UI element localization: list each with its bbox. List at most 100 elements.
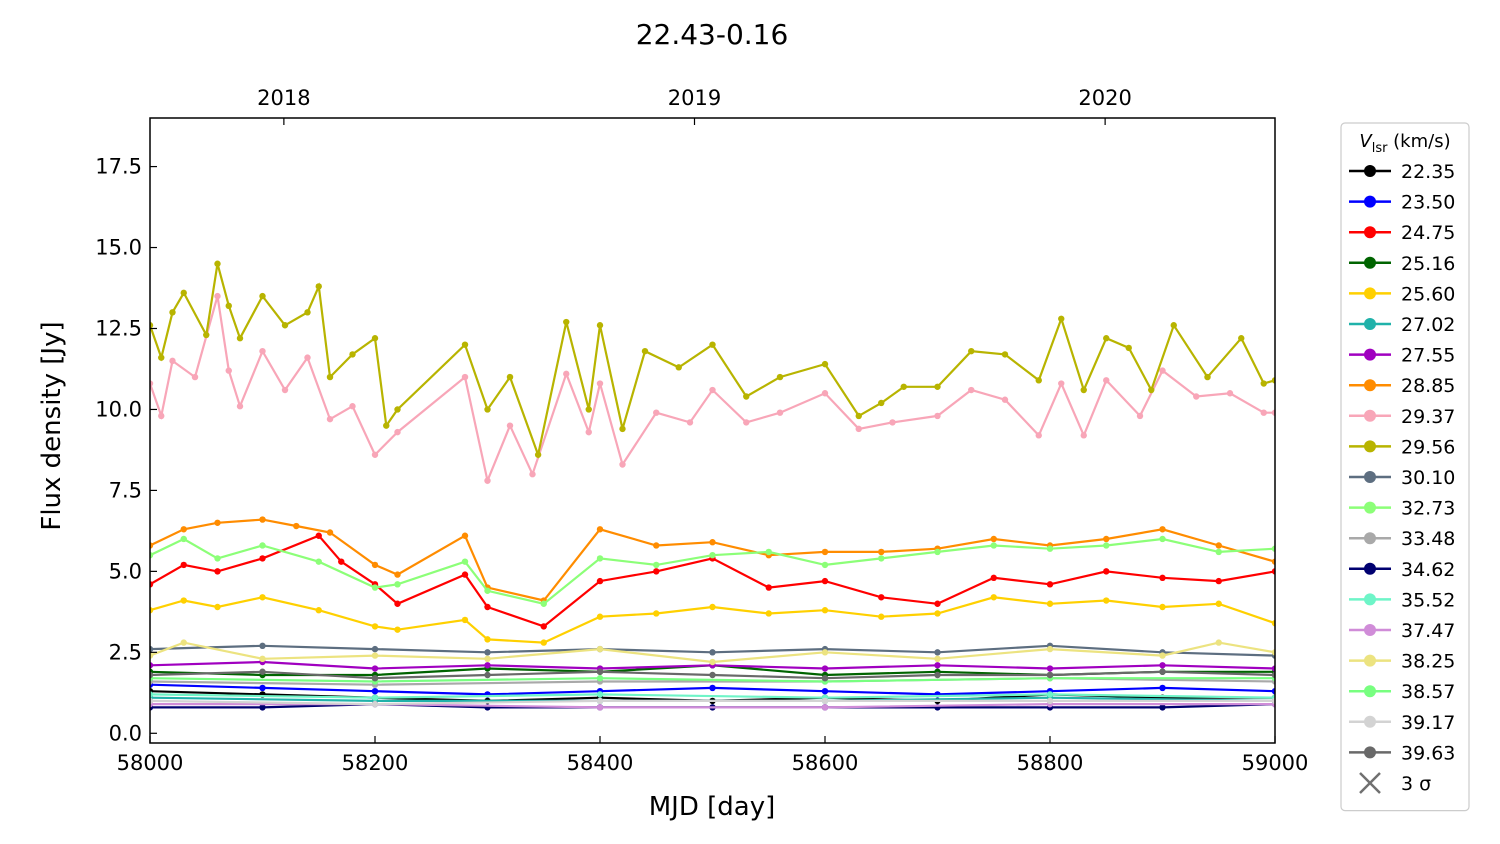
data-point-8-33 [1035, 432, 1042, 439]
data-point-19-7 [934, 671, 941, 679]
legend-label-0: 22.35 [1401, 161, 1455, 183]
data-point-7-16 [878, 548, 885, 556]
data-point-9-19 [506, 373, 514, 381]
legend-marker-8 [1364, 409, 1376, 422]
data-point-9-41 [1125, 344, 1132, 352]
legend-marker-3 [1364, 256, 1376, 269]
legend-marker-5 [1364, 318, 1376, 330]
top-tick-label-1: 2019 [668, 86, 721, 110]
data-point-16-3 [371, 652, 379, 659]
legend-marker-13 [1364, 562, 1376, 575]
data-point-19-0 [150, 671, 154, 679]
x-tick-label-4: 58800 [1017, 751, 1084, 775]
data-point-19-6 [821, 675, 829, 682]
data-point-9-32 [878, 399, 885, 407]
data-point-4-20 [1159, 603, 1166, 611]
data-point-16-5 [596, 645, 604, 653]
data-point-7-21 [1159, 526, 1166, 533]
data-point-17-2 [596, 675, 604, 682]
data-point-8-0 [150, 380, 154, 387]
data-point-10-1 [259, 642, 266, 650]
y-tick-label-7: 17.5 [95, 155, 142, 179]
data-point-16-12 [1271, 649, 1275, 656]
data-point-1-5 [709, 684, 716, 692]
legend-label-15: 37.47 [1401, 620, 1455, 642]
data-point-2-22 [1215, 577, 1222, 585]
data-point-9-20 [534, 451, 542, 458]
data-point-9-27 [709, 341, 716, 348]
data-point-7-4 [293, 522, 300, 530]
data-point-4-22 [1271, 619, 1275, 627]
data-point-8-4 [214, 292, 221, 300]
data-point-9-0 [150, 322, 154, 329]
data-point-10-0 [150, 645, 154, 653]
legend-marker-14 [1364, 593, 1376, 606]
data-point-9-10 [304, 309, 311, 316]
data-point-2-15 [821, 577, 829, 585]
data-point-8-19 [585, 428, 592, 436]
data-point-1-6 [821, 687, 829, 695]
data-point-19-3 [484, 671, 491, 679]
data-point-8-6 [236, 403, 244, 410]
data-point-16-6 [709, 658, 716, 666]
series-group [150, 260, 1275, 711]
data-point-9-14 [371, 335, 379, 342]
data-point-9-9 [281, 322, 289, 329]
data-point-9-38 [1058, 315, 1065, 322]
data-point-8-27 [821, 390, 829, 397]
x-axis-label: MJD [day] [649, 792, 776, 822]
series-line-7 [150, 518, 1275, 602]
data-point-8-29 [889, 419, 896, 426]
y-tick-label-2: 5.0 [109, 559, 142, 583]
data-point-11-0 [150, 551, 154, 559]
data-point-9-7 [236, 335, 244, 342]
data-point-9-44 [1204, 373, 1211, 381]
data-point-4-19 [1103, 597, 1110, 604]
data-point-2-5 [338, 558, 345, 565]
data-point-10-5 [709, 649, 716, 656]
legend-marker-7 [1364, 379, 1376, 392]
data-point-9-36 [1001, 351, 1009, 358]
data-point-8-31 [968, 386, 975, 394]
data-point-4-17 [990, 594, 997, 601]
data-point-11-13 [765, 548, 772, 556]
data-point-9-37 [1035, 377, 1042, 384]
data-point-9-22 [585, 406, 592, 413]
data-point-19-2 [371, 675, 379, 682]
data-point-2-21 [1159, 574, 1166, 582]
data-point-19-10 [1271, 671, 1275, 679]
y-tick-label-4: 10.0 [95, 397, 142, 421]
data-point-9-13 [349, 351, 356, 358]
data-point-7-1 [180, 526, 187, 533]
data-point-8-22 [653, 409, 660, 416]
data-point-19-4 [596, 668, 604, 675]
data-point-4-18 [1046, 600, 1054, 607]
data-point-11-2 [214, 555, 221, 562]
legend-label-19: 39.63 [1401, 742, 1455, 764]
data-point-8-14 [461, 373, 469, 381]
data-point-2-18 [990, 574, 997, 582]
data-point-8-37 [1136, 412, 1144, 420]
data-point-7-11 [596, 526, 604, 533]
legend-marker-10 [1364, 471, 1376, 483]
data-point-7-22 [1215, 542, 1222, 549]
y-axis-label: Flux density [Jy] [37, 321, 67, 530]
data-point-8-13 [394, 428, 401, 436]
data-point-7-13 [709, 539, 716, 546]
legend-marker-12 [1364, 532, 1376, 545]
data-point-4-10 [596, 613, 604, 620]
data-point-2-1 [180, 561, 187, 569]
data-point-10-2 [371, 645, 379, 653]
data-point-9-46 [1260, 380, 1267, 387]
data-point-9-15 [383, 422, 390, 429]
data-point-14-1 [371, 694, 379, 701]
data-point-16-8 [934, 655, 941, 663]
data-point-11-5 [371, 584, 379, 591]
data-point-9-5 [214, 260, 221, 267]
data-point-4-12 [709, 603, 716, 611]
data-point-14-2 [596, 691, 604, 698]
data-point-9-12 [326, 373, 334, 381]
data-point-4-5 [371, 623, 379, 630]
legend-marker-2 [1364, 226, 1376, 239]
